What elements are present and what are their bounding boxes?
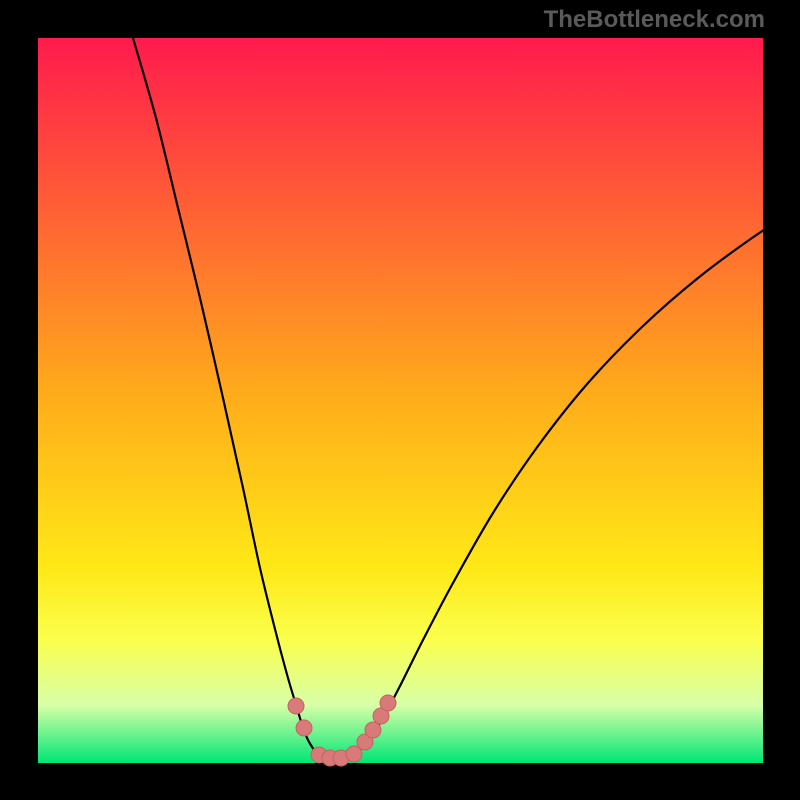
- curve-left-branch: [133, 38, 314, 750]
- chart-svg: [0, 0, 800, 800]
- data-marker: [288, 698, 304, 714]
- chart-frame: TheBottleneck.com: [0, 0, 800, 800]
- curve-right-branch: [360, 206, 800, 750]
- data-marker: [296, 720, 312, 736]
- data-marker: [365, 722, 381, 738]
- data-marker: [380, 695, 396, 711]
